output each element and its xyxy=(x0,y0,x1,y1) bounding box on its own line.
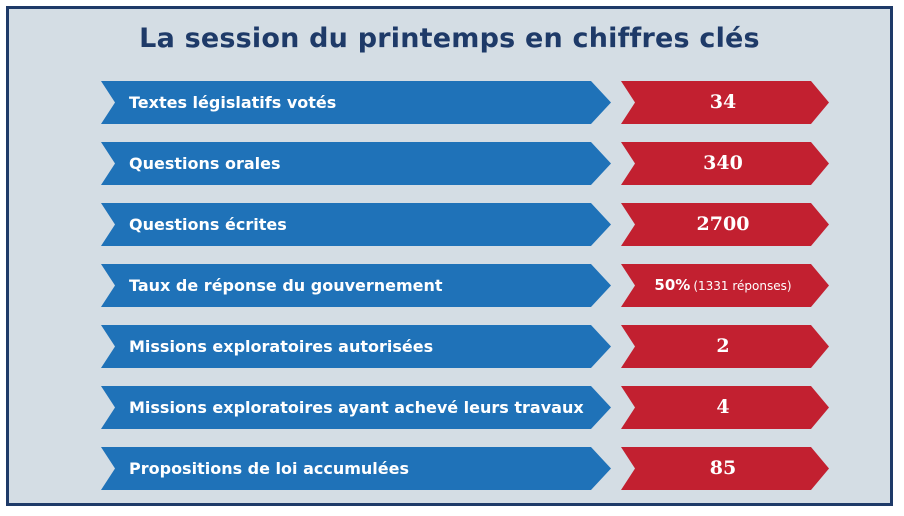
value-arrow-shape xyxy=(621,142,829,185)
stat-value: 85 xyxy=(709,457,737,479)
stat-label: Missions exploratoires autorisées xyxy=(129,337,434,356)
stat-value: 340 xyxy=(703,152,743,174)
value-arrow-shape xyxy=(621,81,829,124)
stat-row-taux-de-reponse: Taux de réponse du gouvernement 50% (1331… xyxy=(101,264,829,307)
value-arrow-shape xyxy=(621,325,829,368)
value-arrow-shape xyxy=(621,264,829,307)
label-arrow-shape xyxy=(101,81,611,124)
stat-row-questions-ecrites: Questions écrites 2700 xyxy=(101,203,829,246)
stat-label: Questions orales xyxy=(129,154,281,173)
value-arrow-shape xyxy=(621,386,829,429)
stat-row-questions-orales: Questions orales 340 xyxy=(101,142,829,185)
stat-row-propositions-de-loi: Propositions de loi accumulées 85 xyxy=(101,447,829,490)
stat-value-group: 50% (1331 réponses) xyxy=(625,264,821,308)
label-arrow-shape xyxy=(101,264,611,307)
label-arrow-shape xyxy=(101,386,611,429)
stat-value: 34 xyxy=(709,91,737,113)
stat-label: Textes législatifs votés xyxy=(129,93,337,112)
value-arrow-shape xyxy=(621,203,829,246)
stat-label: Propositions de loi accumulées xyxy=(129,459,410,478)
stat-value: 50% xyxy=(654,276,691,294)
stat-label: Questions écrites xyxy=(129,215,287,234)
stat-row-textes-legislatifs: Textes législatifs votés 34 xyxy=(101,81,829,124)
stat-label: Missions exploratoires ayant achevé leur… xyxy=(129,398,584,417)
page-title: La session du printemps en chiffres clés xyxy=(139,23,760,54)
stat-label: Taux de réponse du gouvernement xyxy=(129,276,443,295)
label-arrow-shape xyxy=(101,142,611,185)
stat-value: 4 xyxy=(716,396,730,418)
stat-row-missions-autorisees: Missions exploratoires autorisées 2 xyxy=(101,325,829,368)
stat-value-detail: (1331 réponses) xyxy=(693,279,792,293)
label-arrow-shape xyxy=(101,203,611,246)
stat-value: 2 xyxy=(716,335,730,357)
stat-row-missions-achevees: Missions exploratoires ayant achevé leur… xyxy=(101,386,829,429)
infographic-panel: La session du printemps en chiffres clés… xyxy=(6,6,893,506)
value-arrow-shape xyxy=(621,447,829,490)
stat-value: 2700 xyxy=(696,213,750,235)
label-arrow-shape xyxy=(101,325,611,368)
label-arrow-shape xyxy=(101,447,611,490)
